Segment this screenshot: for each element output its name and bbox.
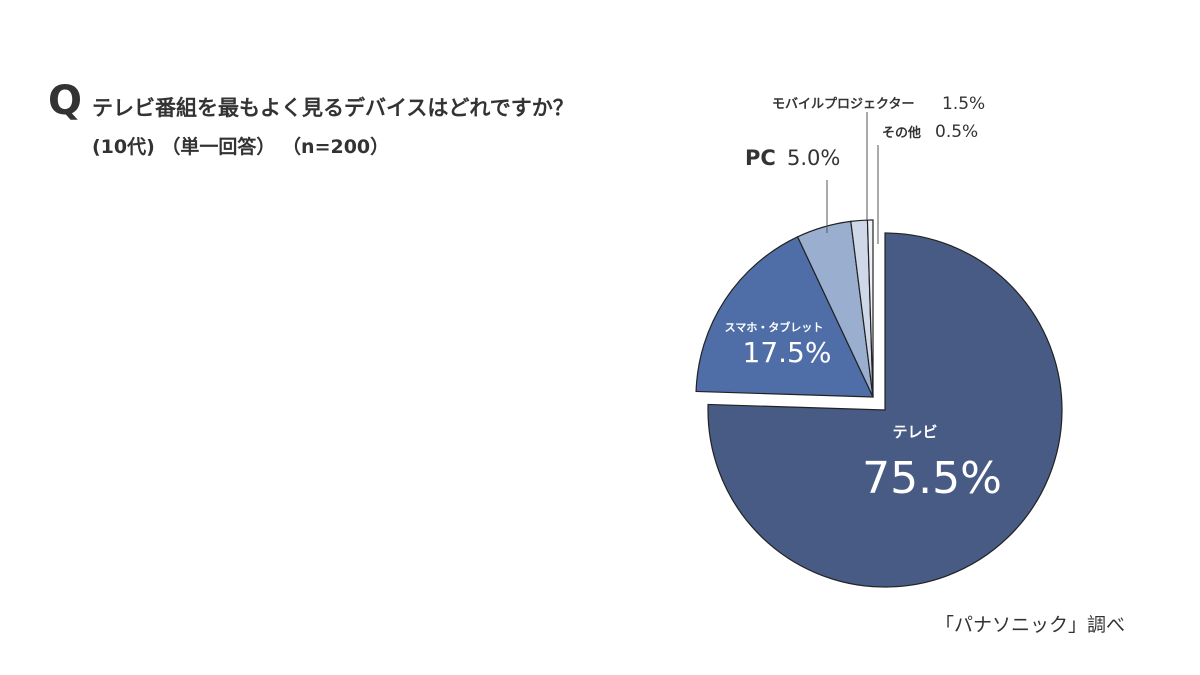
pie-slice-4 [866,219,874,398]
source-note: 「パナソニック」調べ [935,614,1126,636]
question-subtitle: (10代) （単一回答） （n=200） [92,136,390,158]
slice-value-0: 75.5% [862,453,1002,504]
slice-value-1: 17.5% [743,336,832,369]
question-title: テレビ番組を最もよく見るデバイスはどれですか？ [92,96,574,120]
slice-label-2: PC [745,146,776,170]
pie-slice-1 [695,236,874,398]
slice-label-1: スマホ・タブレット [725,320,824,334]
pie-slice-0 [707,232,1063,588]
slice-value-2: 5.0% [787,146,840,170]
slice-label-4: その他 [882,125,921,141]
slice-label-3: モバイルプロジェクター [772,97,914,112]
slice-value-3: 1.5% [942,94,985,114]
slice-value-4: 0.5% [935,122,978,142]
slice-label-0: テレビ [892,423,937,441]
question-mark: Q [48,78,83,124]
